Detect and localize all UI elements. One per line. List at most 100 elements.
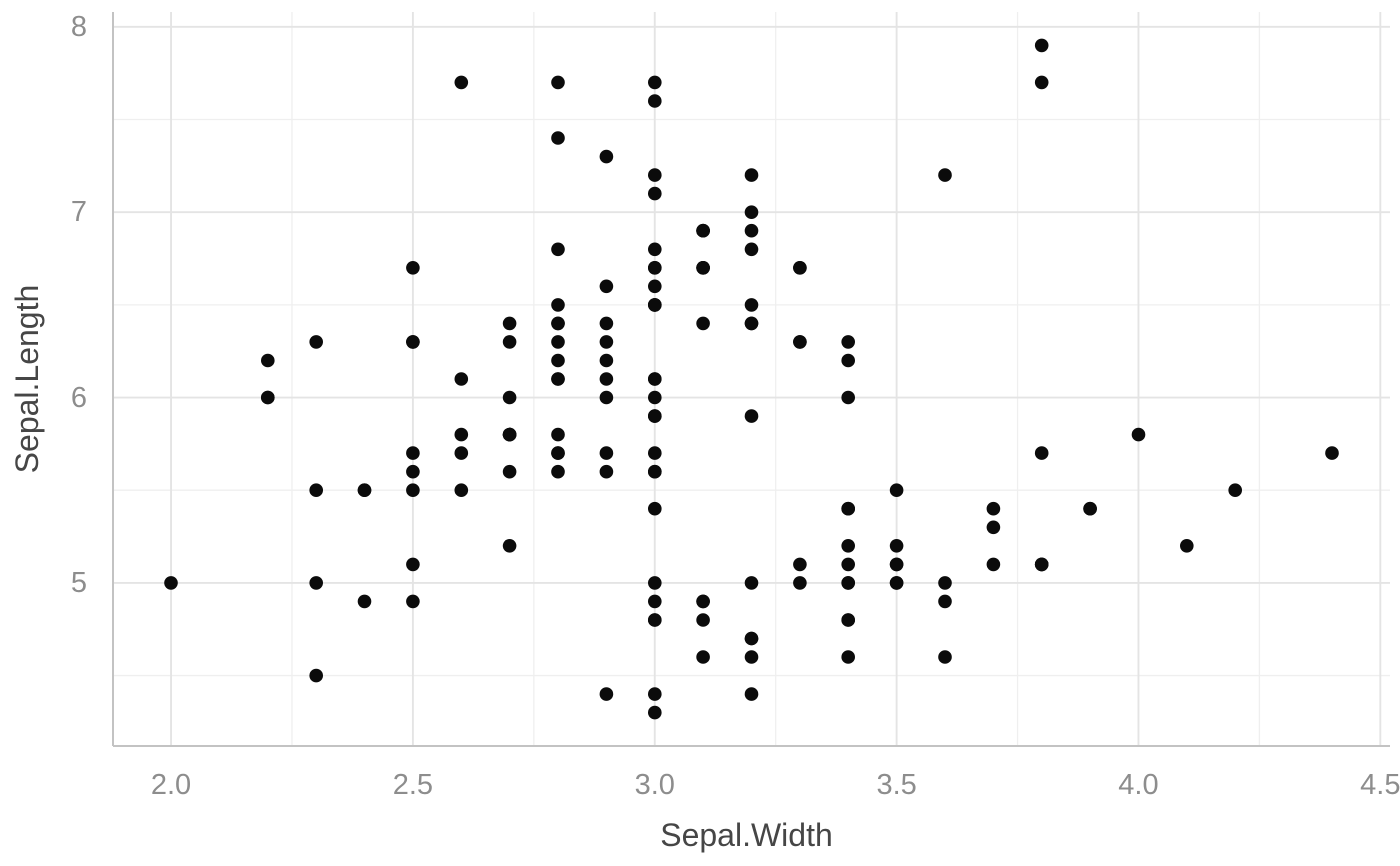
data-point [744,223,759,238]
data-point [551,131,565,145]
data-point [744,298,759,312]
data-point [309,483,324,498]
data-point [938,168,952,182]
data-point [744,316,759,331]
data-point [648,372,662,386]
data-point [841,613,855,627]
data-point [841,539,855,553]
data-point [454,483,469,498]
data-point [841,335,855,349]
data-point [454,427,469,442]
data-point [938,594,952,609]
data-point [502,427,517,442]
data-point [599,446,614,460]
data-point [744,687,759,701]
data-point [744,576,759,590]
data-point [986,557,1001,572]
data-point [454,372,469,386]
data-point [454,446,469,460]
data-point [648,501,662,516]
data-point [648,168,662,182]
data-point [648,75,662,90]
data-point [406,261,420,275]
data-point [648,94,662,108]
data-point [599,390,614,405]
data-point [841,390,855,405]
data-point [648,279,662,294]
data-point [648,298,662,312]
data-point [502,390,517,405]
data-point [599,464,614,479]
data-point [841,576,855,590]
data-point [551,316,565,331]
data-point [744,650,759,664]
data-point [648,242,662,257]
data-point [599,316,614,331]
data-point [502,335,517,349]
y-tick-label: 6 [70,381,87,414]
data-point [1083,501,1097,516]
data-point [986,520,1001,535]
data-point [648,464,662,479]
data-point [309,576,324,590]
data-point [889,539,904,553]
data-point [164,576,178,590]
data-point [841,650,855,664]
data-point [551,335,565,349]
data-point [406,464,420,479]
data-point [551,75,565,90]
data-point [648,687,662,701]
y-axis-title: Sepal.Length [9,284,45,474]
data-point [1180,539,1194,553]
data-point [551,242,565,257]
data-point [406,557,420,572]
x-tick-label: 3.5 [876,769,917,801]
data-point [357,483,372,498]
data-point [841,501,855,516]
x-tick-label: 3.0 [634,769,675,801]
data-point [1228,483,1242,498]
data-point [793,557,807,572]
data-point [648,261,662,275]
x-tick-label: 4.5 [1360,769,1400,801]
data-point [648,186,662,201]
data-point [696,316,710,331]
data-point [551,353,565,368]
data-point [889,483,904,498]
data-point [648,613,662,627]
data-point [599,149,614,164]
data-point [648,409,662,423]
data-point [793,261,807,275]
data-point [599,279,614,294]
data-point [1034,557,1049,572]
data-point [309,335,324,349]
x-tick-label: 2.5 [392,769,434,801]
data-point [696,261,710,275]
data-point [696,613,710,627]
data-point [938,650,952,664]
x-axis-title: Sepal.Width [660,817,833,853]
data-point [551,427,565,442]
data-point [454,75,469,90]
data-point [744,631,759,646]
data-point [1034,38,1049,53]
data-point [406,446,420,460]
y-tick-label: 7 [70,196,87,229]
data-point [744,242,759,257]
data-point [744,409,759,423]
x-tick-label: 2.0 [150,769,192,801]
data-point [841,353,855,368]
data-point [938,576,952,590]
x-tick-label: 4.0 [1118,769,1159,801]
data-point [261,390,275,405]
data-point [309,668,324,683]
data-point [551,446,565,460]
data-point [599,687,614,701]
data-point [551,464,565,479]
data-point [551,298,565,312]
data-point [551,372,565,386]
data-point [406,594,420,609]
data-point [1034,446,1049,460]
